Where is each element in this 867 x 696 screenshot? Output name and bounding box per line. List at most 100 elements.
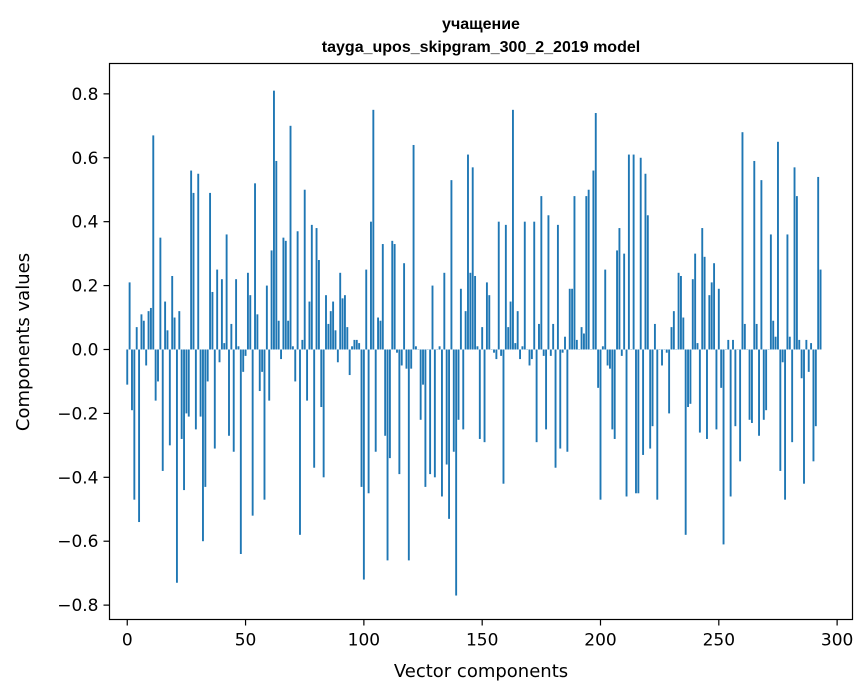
bar-61 <box>270 250 273 350</box>
bar-231 <box>672 311 675 350</box>
bar-160 <box>504 224 507 350</box>
bar-263 <box>748 349 751 420</box>
bar-21 <box>175 349 178 583</box>
bar-239 <box>691 279 694 350</box>
bar-52 <box>249 295 252 350</box>
bar-9 <box>147 311 150 350</box>
bar-164 <box>514 343 517 350</box>
y-tick-label: 0.2 <box>71 277 98 297</box>
y-tick-label: −0.6 <box>57 532 98 552</box>
bar-59 <box>265 285 268 350</box>
bar-166 <box>519 349 521 360</box>
bar-110 <box>386 349 389 561</box>
bar-143 <box>464 311 467 350</box>
bar-173 <box>535 349 538 443</box>
bar-56 <box>258 349 261 392</box>
bar-233 <box>677 272 680 350</box>
bar-205 <box>611 349 614 430</box>
bar-158 <box>500 349 503 356</box>
bar-247 <box>710 282 713 350</box>
bar-65 <box>280 349 282 360</box>
bar-190 <box>575 339 578 350</box>
bar-27 <box>190 170 193 350</box>
bar-19 <box>171 275 174 350</box>
x-tick-label: 50 <box>235 631 257 651</box>
bar-137 <box>450 180 453 350</box>
bar-249 <box>715 349 718 430</box>
bar-94 <box>348 349 351 376</box>
bar-140 <box>457 349 460 420</box>
bar-74 <box>301 339 304 350</box>
bar-230 <box>670 327 673 350</box>
bar-40 <box>220 279 223 350</box>
bar-138 <box>452 349 455 452</box>
bar-116 <box>400 349 403 366</box>
bar-30 <box>197 173 200 350</box>
bar-11 <box>152 135 155 350</box>
bar-122 <box>414 346 417 350</box>
bar-85 <box>327 323 330 350</box>
plot-frame <box>108 62 854 621</box>
bar-108 <box>381 244 384 350</box>
bar-57 <box>261 349 264 372</box>
bar-125 <box>422 349 424 385</box>
bar-71 <box>294 349 297 382</box>
bar-144 <box>467 154 469 350</box>
bar-25 <box>185 349 188 414</box>
bar-200 <box>599 349 602 500</box>
bar-82 <box>320 349 323 408</box>
bar-293 <box>819 269 822 350</box>
bar-80 <box>315 228 318 350</box>
x-tick-label: 100 <box>348 631 380 651</box>
x-tick-label: 150 <box>466 631 498 651</box>
bar-162 <box>509 301 512 350</box>
bar-119 <box>407 349 410 561</box>
bar-280 <box>788 336 791 350</box>
bar-163 <box>512 109 514 350</box>
bar-73 <box>299 349 301 535</box>
bar-226 <box>661 349 663 366</box>
bar-152 <box>485 282 488 350</box>
x-axis-label: Vector components <box>394 661 568 682</box>
y-tick-label: −0.4 <box>57 468 98 488</box>
bar-282 <box>793 167 796 350</box>
bar-129 <box>431 285 434 350</box>
bar-220 <box>646 215 649 350</box>
bar-187 <box>568 288 571 350</box>
bar-128 <box>429 349 432 475</box>
bar-193 <box>582 333 585 350</box>
bar-95 <box>351 346 353 350</box>
bar-212 <box>627 154 630 350</box>
bar-291 <box>814 349 817 427</box>
bar-64 <box>277 320 280 350</box>
bar-35 <box>209 192 212 350</box>
bar-202 <box>604 269 607 350</box>
bar-39 <box>218 349 221 363</box>
bar-221 <box>649 349 652 449</box>
bar-289 <box>810 343 813 350</box>
bar-224 <box>656 349 659 500</box>
bar-104 <box>372 109 375 350</box>
bar-141 <box>459 288 462 350</box>
bar-178 <box>547 215 550 350</box>
bar-254 <box>727 339 730 350</box>
bar-97 <box>355 339 358 350</box>
bar-24 <box>183 349 185 491</box>
bar-148 <box>476 346 479 350</box>
bar-182 <box>556 224 559 350</box>
bar-120 <box>410 349 413 369</box>
bar-90 <box>339 272 342 350</box>
bar-42 <box>225 234 228 350</box>
bar-7 <box>142 320 145 350</box>
bar-153 <box>488 295 491 350</box>
bar-192 <box>580 327 583 350</box>
bar-266 <box>755 323 758 350</box>
bar-102 <box>367 349 370 494</box>
bar-28 <box>192 192 195 350</box>
bar-264 <box>750 349 753 423</box>
bar-58 <box>263 349 266 500</box>
bar-241 <box>696 343 699 350</box>
bar-240 <box>694 253 697 350</box>
bar-290 <box>812 349 815 462</box>
